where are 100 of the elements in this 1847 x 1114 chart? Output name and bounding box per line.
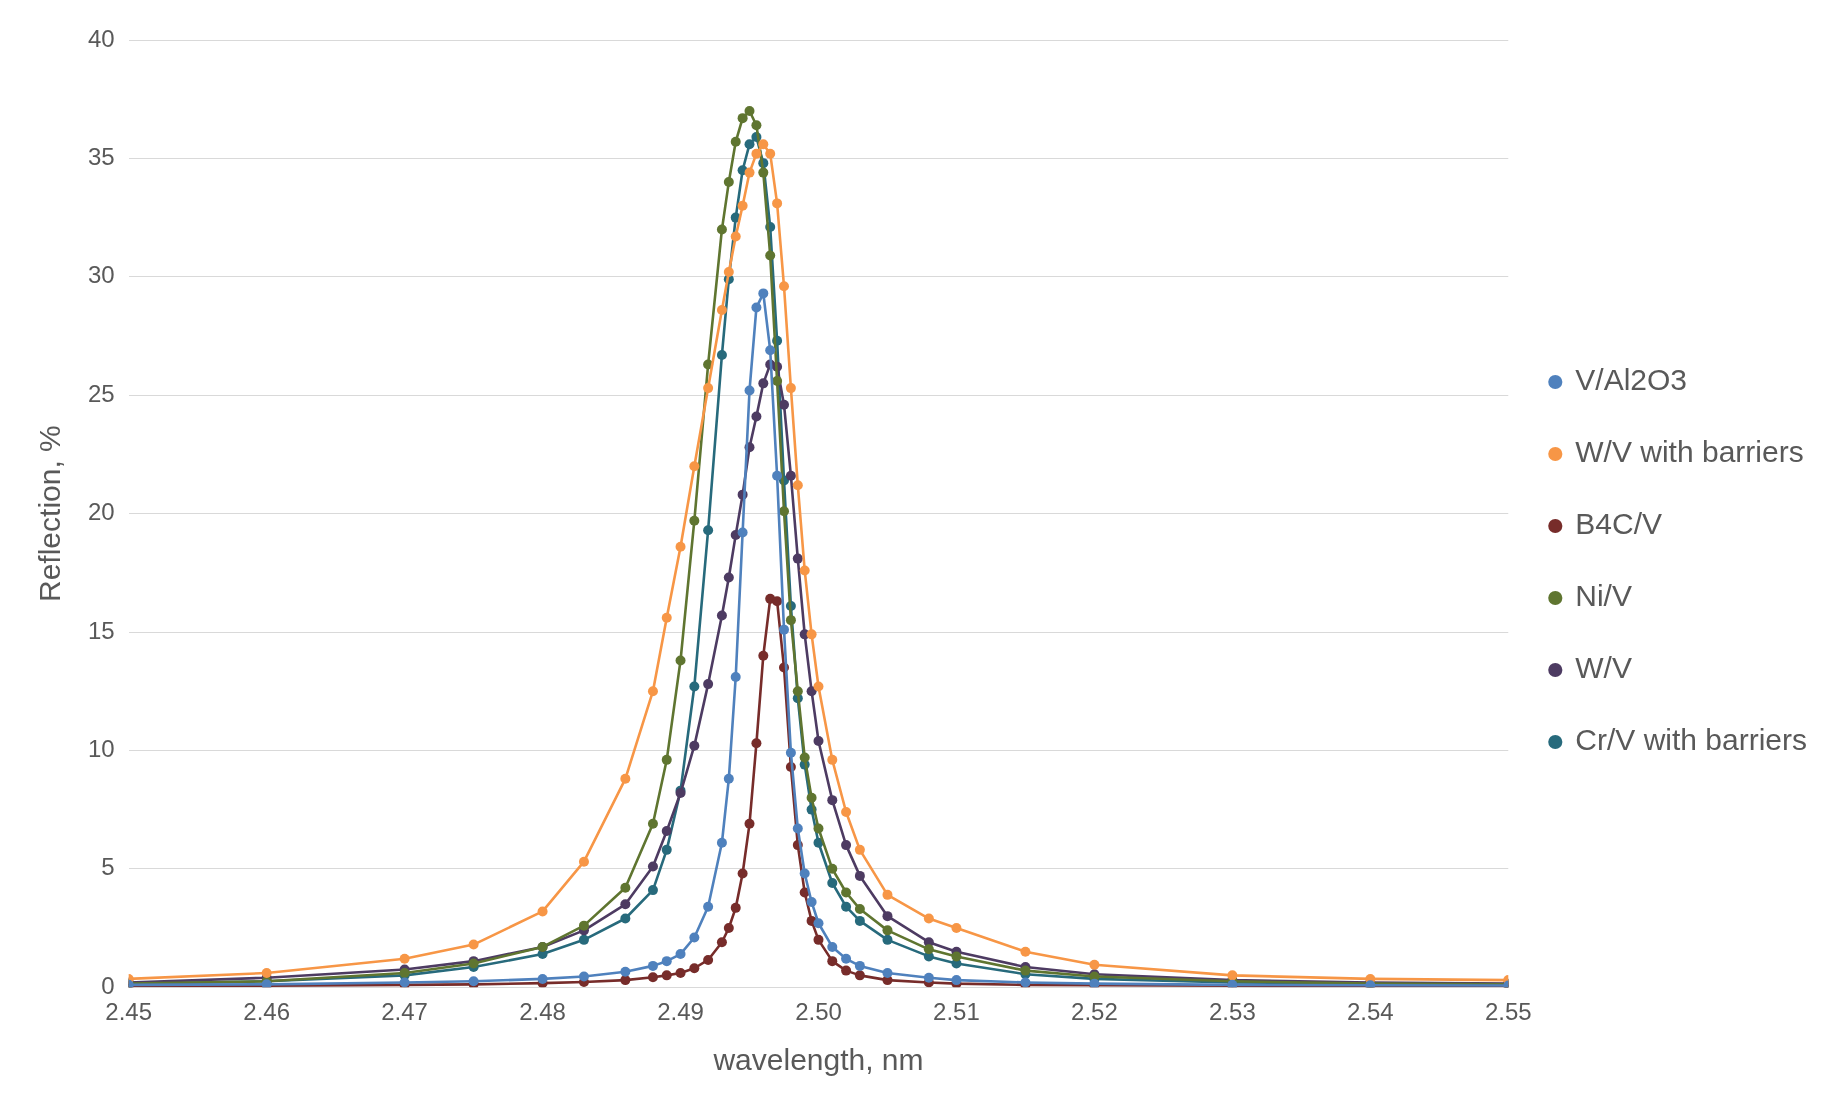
point	[772, 375, 783, 386]
point	[799, 752, 810, 763]
point	[620, 913, 631, 924]
legend-label: Ni/V	[1575, 579, 1632, 613]
point	[792, 480, 803, 491]
point	[647, 861, 658, 872]
point	[751, 411, 762, 422]
point	[785, 470, 796, 481]
point	[841, 887, 852, 898]
point	[620, 966, 631, 977]
point	[751, 120, 762, 131]
point	[730, 136, 741, 147]
point	[723, 572, 734, 583]
point	[468, 939, 479, 950]
point	[882, 967, 893, 978]
point	[758, 650, 769, 661]
point	[779, 281, 789, 292]
point	[806, 896, 817, 907]
point	[813, 823, 824, 834]
point	[751, 302, 762, 313]
x-tick-label: 2.49	[657, 998, 704, 1026]
point	[661, 825, 672, 836]
point	[785, 383, 796, 394]
point	[703, 901, 714, 912]
point	[744, 818, 755, 829]
point	[799, 565, 810, 576]
legend-label: Cr/V with barriers	[1575, 723, 1808, 757]
point	[1227, 970, 1238, 981]
point	[620, 899, 631, 910]
point	[723, 177, 734, 188]
point	[737, 868, 748, 879]
point	[854, 915, 865, 926]
point	[854, 844, 865, 855]
point	[661, 612, 672, 623]
point	[689, 932, 700, 943]
legend-label: W/V	[1575, 651, 1632, 685]
point	[799, 868, 810, 879]
point	[647, 686, 658, 697]
point	[730, 902, 741, 913]
point	[841, 806, 852, 817]
point	[813, 735, 824, 746]
point	[785, 615, 796, 626]
point	[716, 304, 727, 315]
x-tick-label: 2.53	[1209, 998, 1256, 1026]
x-tick-label: 2.52	[1071, 998, 1118, 1026]
point	[716, 224, 727, 235]
point	[723, 923, 734, 933]
point	[806, 792, 817, 803]
point	[765, 148, 776, 159]
point	[923, 944, 934, 955]
point	[689, 461, 700, 472]
y-tick-label: 20	[87, 498, 115, 526]
y-tick-label: 25	[87, 379, 115, 407]
point	[841, 840, 852, 851]
point	[882, 934, 893, 945]
y-tick-label: 5	[101, 853, 115, 881]
legend-label: B4C/V	[1575, 507, 1663, 541]
point	[647, 960, 658, 971]
point	[578, 971, 589, 982]
legend-label: W/V with barriers	[1575, 435, 1804, 469]
point	[758, 288, 769, 299]
point	[661, 970, 672, 981]
x-tick-label: 2.54	[1346, 998, 1394, 1026]
point	[578, 934, 589, 945]
point	[765, 250, 776, 261]
point	[813, 918, 824, 929]
point	[813, 681, 824, 692]
point	[792, 823, 803, 834]
point	[703, 954, 714, 965]
point	[758, 378, 769, 389]
y-axis-title: Reflection, %	[33, 425, 67, 602]
x-tick-label: 2.48	[519, 998, 566, 1026]
point	[689, 681, 700, 692]
point	[744, 139, 755, 150]
point	[578, 920, 589, 931]
point	[737, 200, 748, 211]
point	[730, 671, 741, 682]
point	[806, 686, 817, 697]
point	[675, 541, 686, 552]
point	[785, 747, 796, 758]
point	[744, 385, 755, 396]
y-tick-label: 10	[87, 735, 115, 763]
point	[854, 870, 865, 881]
y-tick-label: 35	[87, 143, 115, 171]
point	[854, 960, 865, 971]
point	[923, 913, 934, 924]
point	[841, 953, 852, 964]
point	[1089, 959, 1100, 970]
point	[827, 941, 838, 952]
point	[765, 345, 776, 356]
y-tick-label: 40	[87, 24, 115, 52]
point	[661, 844, 672, 855]
point	[758, 139, 769, 150]
point	[882, 889, 893, 900]
point	[723, 267, 734, 278]
x-tick-label: 2.50	[795, 998, 842, 1026]
point	[827, 956, 838, 967]
point	[827, 878, 838, 889]
point	[716, 837, 727, 848]
point	[689, 740, 700, 751]
